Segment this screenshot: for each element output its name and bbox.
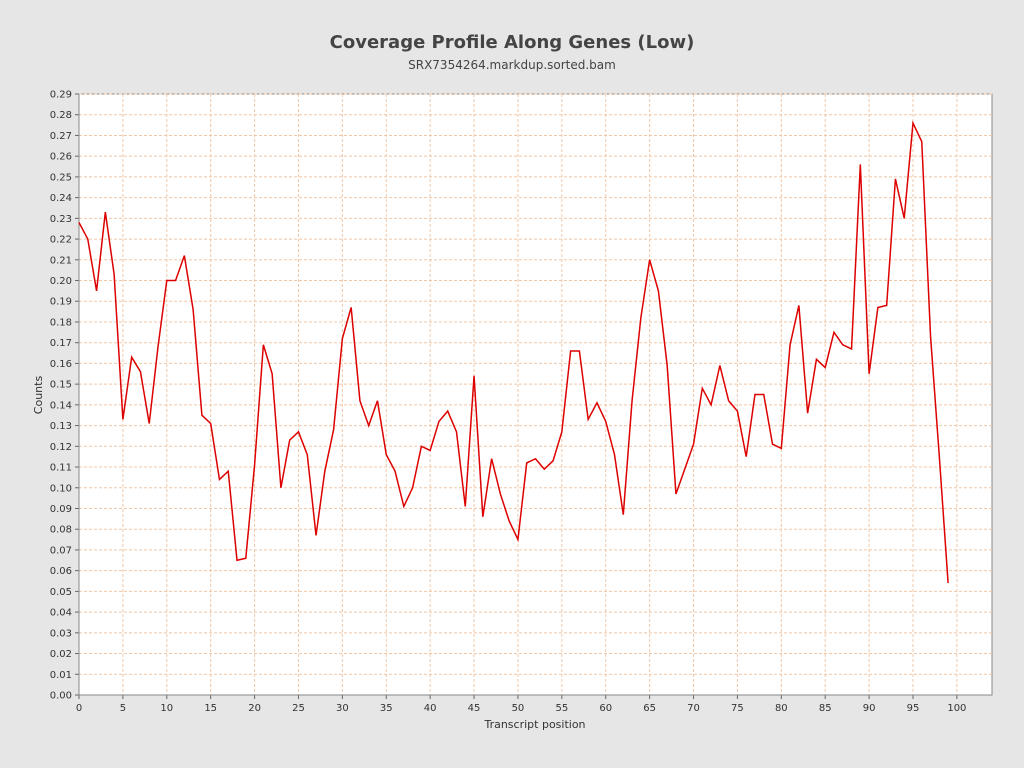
x-tick-label: 45 [468,703,481,714]
y-tick-label: 0.26 [50,152,72,163]
series-group [78,120,949,584]
x-tick-label: 80 [775,703,788,714]
y-tick-label: 0.06 [50,566,72,577]
y-tick-label: 0.17 [50,338,72,349]
x-tick-label: 65 [643,703,656,714]
x-axis-label: Transcript position [483,718,585,731]
x-tick-label: 20 [248,703,261,714]
y-tick-label: 0.08 [50,525,72,536]
chart-subtitle: SRX7354264.markdup.sorted.bam [408,58,616,72]
x-tick-label: 75 [731,703,744,714]
x-tick-label: 55 [555,703,568,714]
y-tick-label: 0.15 [50,380,72,391]
y-tick-label: 0.09 [50,504,72,515]
x-tick-label: 15 [204,703,217,714]
y-tick-label: 0.25 [50,172,72,183]
y-tick-label: 0.21 [50,255,72,266]
x-tick-label: 35 [380,703,393,714]
y-tick-label: 0.19 [50,297,72,308]
x-axis-ticks: 0 5 10 15 20 25 30 35 40 45 50 55 60 65 70 75 80 85 90 95 10… [76,695,966,714]
x-tick-label: 100 [947,703,966,714]
grid-y [79,93,992,696]
x-tick-label: 40 [424,703,437,714]
x-tick-label: 0 [76,703,82,714]
y-tick-label: 0.11 [50,463,72,474]
y-tick-label: 0.13 [50,421,72,432]
y-tick-label: 0.24 [50,193,72,204]
y-tick-label: 0.07 [50,545,72,556]
y-axis-ticks: 0.00 0.01 0.02 0.03 0.04 0.05 0.06 0.07 0.08 0.09… [50,90,79,702]
y-tick-label: 0.18 [50,317,72,328]
x-tick-label: 85 [819,703,832,714]
y-tick-label: 0.12 [50,442,72,453]
x-tick-label: 70 [687,703,700,714]
x-tick-label: 50 [512,703,525,714]
y-tick-label: 0.00 [50,691,72,702]
grid-x [78,94,958,695]
y-tick-label: 0.16 [50,359,72,370]
x-tick-label: 60 [599,703,612,714]
x-tick-label: 95 [907,703,920,714]
y-tick-label: 0.05 [50,587,72,598]
y-tick-label: 0.23 [50,214,72,225]
chart-title: Coverage Profile Along Genes (Low) [330,32,695,53]
x-tick-label: 10 [160,703,173,714]
y-tick-label: 0.10 [50,483,72,494]
y-tick-label: 0.20 [50,276,72,287]
y-tick-label: 0.04 [50,608,72,619]
y-axis-label: Counts [32,376,45,415]
x-tick-label: 90 [863,703,876,714]
y-tick-label: 0.28 [50,110,72,121]
y-tick-label: 0.03 [50,628,72,639]
x-tick-label: 30 [336,703,349,714]
y-tick-label: 0.01 [50,670,72,681]
y-tick-label: 0.29 [50,90,72,101]
series-line [78,120,949,584]
y-tick-label: 0.14 [50,400,72,411]
x-tick-label: 25 [292,703,305,714]
plot-area [78,93,993,696]
y-tick-label: 0.27 [50,131,72,142]
y-tick-label: 0.02 [50,649,72,660]
y-tick-label: 0.22 [50,235,72,246]
x-tick-label: 5 [120,703,126,714]
